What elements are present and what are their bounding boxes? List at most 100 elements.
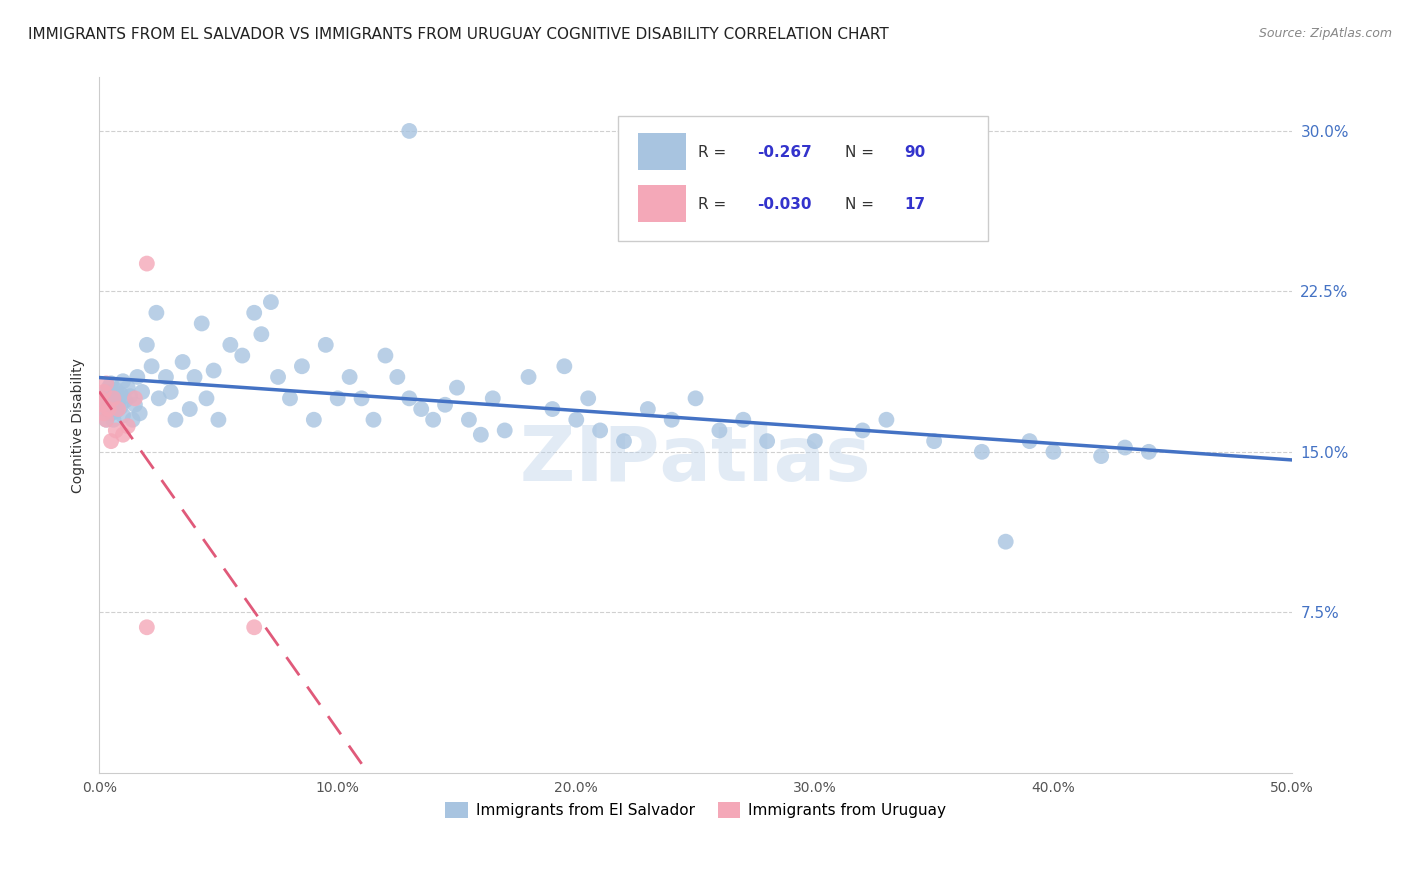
Bar: [638, 134, 686, 169]
Point: [637, 402, 659, 417]
Point: [96, 384, 118, 399]
Point: [458, 413, 481, 427]
Point: [128, 406, 150, 420]
Point: [183, 370, 205, 384]
Point: [576, 392, 599, 406]
Point: [875, 413, 897, 427]
Point: [117, 381, 139, 395]
Bar: [638, 186, 686, 221]
Point: [350, 392, 373, 406]
Point: [135, 256, 157, 270]
Point: [145, 306, 167, 320]
Point: [387, 370, 409, 384]
Point: [363, 413, 385, 427]
Point: [135, 338, 157, 352]
Point: [661, 413, 683, 427]
Point: [104, 424, 127, 438]
Point: [90, 392, 112, 406]
Point: [96, 376, 118, 391]
Point: [104, 404, 127, 418]
Point: [131, 384, 153, 399]
Point: [155, 370, 177, 384]
Text: 90: 90: [904, 145, 925, 160]
Point: [93, 384, 115, 399]
Point: [124, 398, 146, 412]
Point: [804, 434, 827, 449]
Point: [267, 370, 290, 384]
Point: [315, 338, 337, 352]
Point: [733, 413, 755, 427]
Point: [111, 427, 134, 442]
Text: 17: 17: [904, 197, 925, 211]
Point: [231, 349, 253, 363]
Point: [517, 370, 540, 384]
Point: [89, 392, 111, 406]
Point: [96, 413, 118, 427]
Point: [422, 413, 444, 427]
Point: [114, 393, 136, 408]
Point: [243, 306, 266, 320]
Point: [97, 381, 120, 395]
Point: [107, 395, 129, 409]
Point: [398, 392, 420, 406]
Text: N =: N =: [845, 197, 879, 211]
Text: ZIP​atlas: ZIP​atlas: [520, 423, 870, 497]
Point: [446, 381, 468, 395]
Point: [243, 620, 266, 634]
Point: [411, 402, 433, 417]
Point: [96, 413, 118, 427]
Point: [994, 534, 1017, 549]
Point: [121, 413, 143, 427]
Point: [202, 363, 225, 377]
Point: [398, 124, 420, 138]
Point: [494, 424, 516, 438]
Point: [374, 349, 396, 363]
Point: [195, 392, 218, 406]
Point: [434, 398, 457, 412]
Point: [100, 406, 122, 420]
Point: [111, 409, 134, 423]
Point: [135, 620, 157, 634]
Text: Source: ZipAtlas.com: Source: ZipAtlas.com: [1258, 27, 1392, 40]
Text: -0.267: -0.267: [758, 145, 813, 160]
Point: [565, 413, 588, 427]
Text: R =: R =: [697, 145, 731, 160]
Point: [481, 392, 503, 406]
Point: [1018, 434, 1040, 449]
Point: [110, 400, 132, 414]
Point: [111, 374, 134, 388]
Legend: Immigrants from El Salvador, Immigrants from Uruguay: Immigrants from El Salvador, Immigrants …: [439, 796, 952, 824]
Point: [100, 434, 122, 449]
Point: [159, 384, 181, 399]
Point: [124, 392, 146, 406]
Point: [541, 402, 564, 417]
Point: [709, 424, 731, 438]
Point: [339, 370, 361, 384]
Point: [103, 392, 125, 406]
Text: R =: R =: [697, 197, 731, 211]
Point: [103, 392, 125, 406]
Point: [165, 413, 187, 427]
Point: [190, 317, 212, 331]
Point: [103, 413, 125, 427]
Point: [93, 406, 115, 420]
Point: [851, 424, 873, 438]
Point: [120, 389, 142, 403]
Point: [260, 295, 283, 310]
Point: [127, 370, 149, 384]
Point: [278, 392, 301, 406]
Point: [97, 402, 120, 417]
Point: [179, 402, 201, 417]
Point: [141, 359, 163, 374]
Point: [93, 402, 115, 417]
Point: [110, 387, 132, 401]
Point: [100, 376, 122, 391]
Point: [1090, 449, 1112, 463]
Point: [117, 419, 139, 434]
Point: [922, 434, 945, 449]
Point: [553, 359, 575, 374]
Point: [172, 355, 194, 369]
Point: [219, 338, 242, 352]
Point: [104, 383, 127, 397]
Y-axis label: Cognitive Disability: Cognitive Disability: [72, 358, 86, 492]
